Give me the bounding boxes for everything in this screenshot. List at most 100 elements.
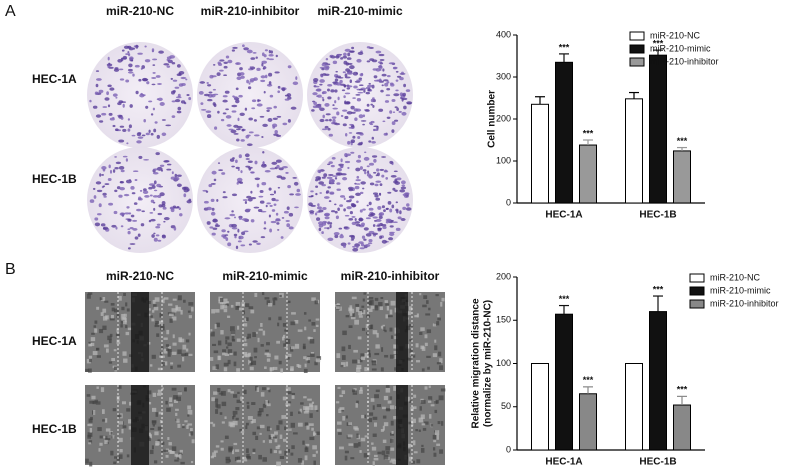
cell <box>112 124 116 128</box>
cell <box>127 128 131 132</box>
texture <box>108 339 112 344</box>
texture <box>255 385 258 391</box>
texture <box>438 395 444 401</box>
texture <box>165 454 169 458</box>
texture <box>236 399 242 404</box>
texture <box>177 364 182 368</box>
texture <box>153 460 158 464</box>
cell <box>126 142 129 145</box>
cell <box>109 169 113 174</box>
texture <box>246 401 250 405</box>
cell <box>375 197 381 201</box>
cell <box>259 115 265 118</box>
texture <box>384 300 388 303</box>
cell <box>358 142 363 145</box>
texture <box>266 300 271 305</box>
cell <box>223 74 228 77</box>
texture <box>169 403 174 407</box>
cell <box>231 104 238 108</box>
cell <box>150 132 154 136</box>
cell <box>332 107 338 110</box>
texture <box>440 301 443 307</box>
cell <box>111 224 117 228</box>
cell <box>159 164 165 167</box>
cell <box>183 102 187 105</box>
texture <box>256 387 259 392</box>
cell <box>389 82 394 85</box>
texture <box>168 442 172 446</box>
cell <box>334 122 341 126</box>
cell <box>134 64 140 68</box>
texture <box>434 430 440 436</box>
texture <box>245 336 249 340</box>
legend-label: miR-210-inhibitor <box>650 56 719 66</box>
column-label: miR-210-inhibitor <box>201 4 300 18</box>
texture <box>148 308 151 311</box>
texture <box>233 361 237 367</box>
cell <box>399 76 404 81</box>
texture <box>381 347 384 352</box>
texture <box>435 294 439 297</box>
texture <box>235 301 241 306</box>
cell <box>235 159 238 164</box>
texture <box>160 326 165 331</box>
cell <box>386 81 390 84</box>
cell <box>199 81 206 84</box>
cell <box>159 192 165 197</box>
texture <box>407 449 411 454</box>
cell <box>328 200 332 203</box>
texture <box>301 460 304 465</box>
texture <box>313 432 318 436</box>
cell <box>391 204 395 209</box>
cell <box>256 183 260 188</box>
cell <box>341 89 346 92</box>
cell <box>156 134 160 139</box>
cell <box>163 217 170 221</box>
texture <box>309 338 315 344</box>
cell <box>238 94 243 98</box>
texture <box>424 342 428 347</box>
cell <box>173 226 177 231</box>
texture <box>383 454 389 460</box>
cell <box>382 120 386 123</box>
cell <box>356 245 359 249</box>
legend-label: miR-210-inhibitor <box>710 298 779 308</box>
texture <box>102 316 108 321</box>
texture <box>153 306 159 311</box>
cell <box>349 65 355 70</box>
cell <box>174 99 181 103</box>
texture <box>105 435 108 440</box>
cell <box>224 234 229 236</box>
texture <box>279 294 282 298</box>
cell <box>120 169 125 173</box>
texture <box>408 421 413 425</box>
texture <box>420 414 425 420</box>
cell <box>209 74 214 79</box>
cell <box>275 159 282 163</box>
texture <box>125 302 128 307</box>
cell <box>355 167 361 172</box>
texture <box>108 361 113 364</box>
cell <box>108 112 113 116</box>
texture <box>359 450 362 453</box>
texture <box>308 319 312 322</box>
texture <box>169 397 173 403</box>
cell <box>176 205 180 209</box>
cell <box>233 133 239 135</box>
texture <box>129 354 133 357</box>
texture <box>167 312 173 315</box>
texture <box>416 313 419 318</box>
texture <box>294 343 300 349</box>
legend-label: miR-210-mimic <box>650 43 711 53</box>
cell <box>253 134 260 137</box>
cell <box>269 193 275 196</box>
cell <box>270 50 274 54</box>
cell <box>359 191 364 195</box>
cell <box>247 198 253 202</box>
cell <box>261 182 267 186</box>
texture <box>364 367 370 372</box>
texture <box>252 332 257 338</box>
texture <box>260 322 263 327</box>
texture <box>368 353 371 358</box>
cell <box>246 195 252 199</box>
